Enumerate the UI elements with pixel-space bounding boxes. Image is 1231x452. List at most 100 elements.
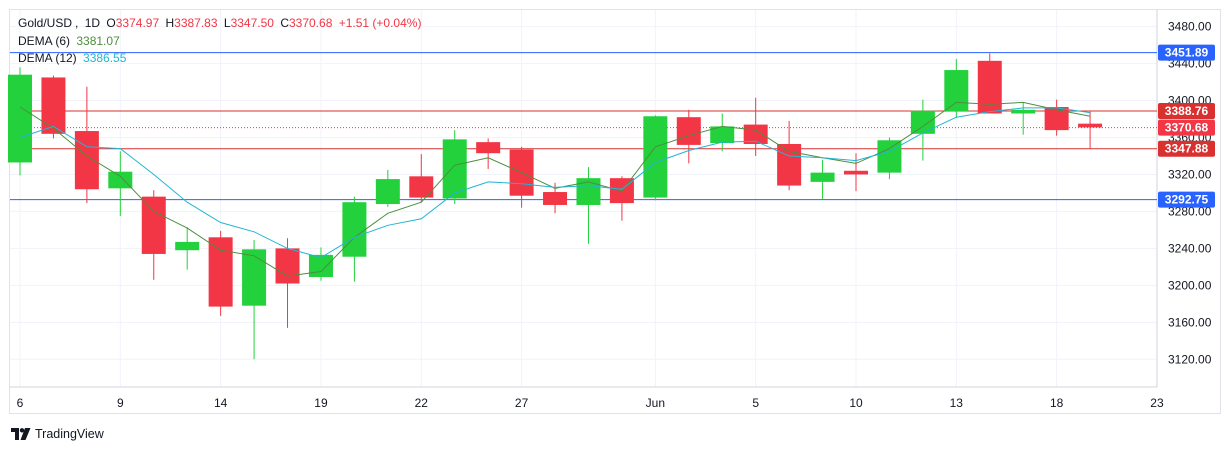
candle-body [1044,107,1069,131]
candle-down [409,154,434,203]
x-tick-label: 10 [849,396,863,410]
candle-body [543,192,568,205]
tradingview-icon [11,428,31,440]
candle-down [743,97,768,156]
x-tick-label: 6 [17,396,24,410]
price-tag-text: 3347.88 [1165,142,1209,156]
high-label: H [165,16,175,30]
close-value: 3370.68 [288,16,333,30]
open-value: 3374.97 [115,16,160,30]
interval: 1D [84,16,101,30]
x-tick-label: 9 [117,396,124,410]
candle-up [242,240,267,360]
candle-up [375,169,400,207]
candle-body [977,60,1002,114]
y-tick-label: 3200.00 [1168,278,1212,292]
candle-up [108,151,133,217]
x-tick-label: 19 [314,396,328,410]
low-value: 3347.50 [230,16,274,30]
candle-up [8,67,32,176]
candle-body [844,170,868,175]
symbol-name: Gold/USD [18,16,73,30]
candle-down [676,109,701,164]
price-tag-text: 3388.76 [1165,104,1209,118]
tradingview-logo[interactable]: TradingView [11,427,104,441]
open-label: O [106,16,116,30]
candle-up [810,159,835,200]
candle-down [41,75,66,139]
candle-body [41,77,66,134]
candle-body [242,249,267,306]
candle-down [208,230,233,316]
x-tick-label: 13 [950,396,964,410]
candle-body [8,74,32,163]
x-tick-label: 22 [415,396,429,410]
x-tick-label: 14 [214,396,228,410]
candle-up [175,227,200,270]
price-tag-3347.88: 3347.88 [1158,140,1215,157]
candle-body [676,117,701,145]
low-label: L [223,16,231,30]
candle-up [877,137,902,180]
high-value: 3387.83 [174,16,218,30]
time-axis[interactable]: 6 9 14 19 22 27 Jun 5 10 13 18 23 [17,396,1164,410]
candle-up [910,99,935,161]
price-tag-box [1158,140,1215,157]
candle-body [777,143,802,186]
series-line-dema-12- [19,107,1091,259]
symbol-legend[interactable]: Gold/USD, 1D O3374.97 H3387.83 L3347.50 … [18,16,422,30]
candle-body [643,116,668,198]
candle-body [442,139,467,199]
y-tick-label: 3280.00 [1168,204,1212,218]
x-tick-label: 18 [1050,396,1064,410]
price-tag-text: 3451.89 [1165,46,1209,60]
candle-up [342,196,367,282]
dema6-legend[interactable]: DEMA (6) 3381.07 [18,34,123,49]
candle-body [175,241,200,251]
tradingview-text: TradingView [35,427,104,441]
dema6-name: DEMA (6) [18,34,71,48]
price-tag-text: 3292.75 [1165,193,1209,207]
candle-body [74,131,99,190]
price-tag-3388.76: 3388.76 [1158,102,1215,119]
x-tick-label: 27 [515,396,529,410]
candle-body [275,248,300,284]
price-labels: 3451.89 3388.76 3370.68 3347.88 3292.75 [1158,44,1215,208]
candle-down [141,190,166,280]
axis-separators [10,10,1158,388]
candle-body [1011,109,1036,114]
x-tick-label: 5 [752,396,759,410]
candles [8,53,1103,360]
price-tag-box [1158,119,1215,136]
price-tag-3451.89: 3451.89 [1158,44,1215,61]
candle-body [476,142,501,154]
x-tick-label: 23 [1150,396,1164,410]
y-tick-label: 3160.00 [1168,315,1212,329]
dema-lines [19,101,1091,277]
candle-down [1078,111,1103,149]
candle-up [576,167,601,244]
dema12-legend[interactable]: DEMA (12) 3386.55 [18,51,129,66]
candle-body [944,70,969,112]
candle-up [308,247,333,281]
dema12-name: DEMA (12) [18,51,77,65]
dema6-value: 3381.07 [76,34,120,48]
candle-body [877,140,902,173]
candle-down [275,238,300,328]
candle-down [74,86,99,204]
candle-body [710,126,735,144]
y-tick-label: 3240.00 [1168,241,1212,255]
candle-body [375,179,400,205]
candle-body [576,178,601,205]
candle-body [910,110,935,134]
change-value: +1.51 (+0.04%) [338,16,422,30]
price-tag-text: 3370.68 [1165,121,1209,135]
candle-down [509,146,534,208]
chart-frame[interactable] [9,9,1221,414]
candle-down [844,153,868,192]
candle-down [1044,99,1069,136]
candle-body [1078,123,1103,128]
close-label: C [280,16,289,30]
candle-body [342,202,367,257]
